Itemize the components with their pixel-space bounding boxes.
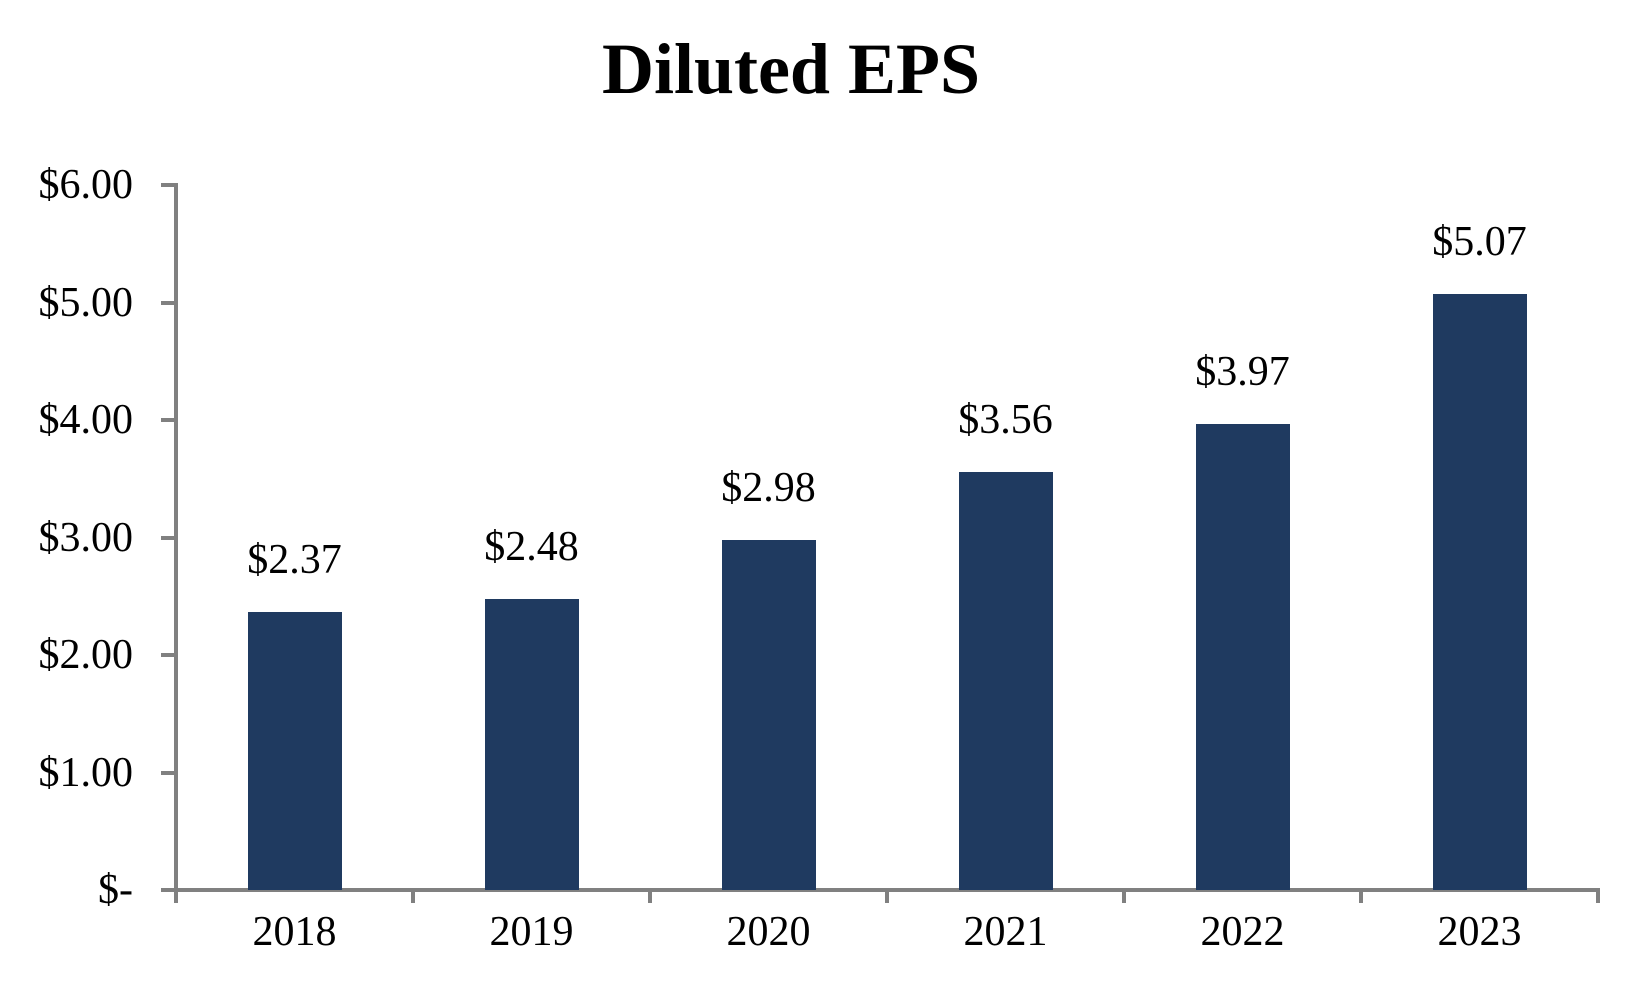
bar [1432,294,1527,890]
bar-value-label: $2.37 [247,536,342,583]
x-tick-mark [885,888,889,903]
x-tick-label: 2021 [963,909,1048,955]
bar [721,539,816,890]
y-tick-mark [161,535,176,540]
x-tick-mark [648,888,652,903]
bar-value-label: $3.56 [958,396,1053,443]
x-tick-mark [1596,888,1600,903]
bar [1195,423,1290,890]
y-tick-label: $4.00 [38,397,134,443]
x-tick-mark [174,888,178,903]
x-tick-label: 2018 [252,909,337,955]
bar [958,471,1053,890]
x-tick-mark [1359,888,1363,903]
chart-title: Diluted EPS [601,29,981,109]
y-tick-mark [161,183,176,187]
y-tick-label: $3.00 [38,514,134,561]
y-axis-line [174,183,178,892]
y-tick-label: $- [98,867,133,913]
y-tick-label: $6.00 [38,162,134,208]
x-tick-label: 2023 [1437,909,1522,955]
bar-value-label: $2.48 [484,523,579,570]
y-tick-mark [161,653,176,657]
bar [247,611,342,890]
x-tick-mark [411,888,415,903]
y-tick-label: $2.00 [38,632,134,678]
x-axis-line [161,888,1600,892]
bar-value-label: $2.98 [721,464,816,511]
y-tick-label: $5.00 [38,279,134,326]
x-tick-label: 2019 [489,909,574,955]
x-tick-mark [1122,888,1126,903]
x-tick-label: 2022 [1200,909,1285,955]
y-tick-mark [161,418,176,422]
bar-value-label: $3.97 [1195,348,1290,395]
y-tick-mark [161,770,176,775]
x-tick-label: 2020 [726,909,811,955]
y-tick-mark [161,888,176,892]
y-tick-mark [161,300,176,305]
bar [484,598,579,890]
bar-value-label: $5.07 [1432,219,1527,266]
y-tick-label: $1.00 [38,749,134,796]
